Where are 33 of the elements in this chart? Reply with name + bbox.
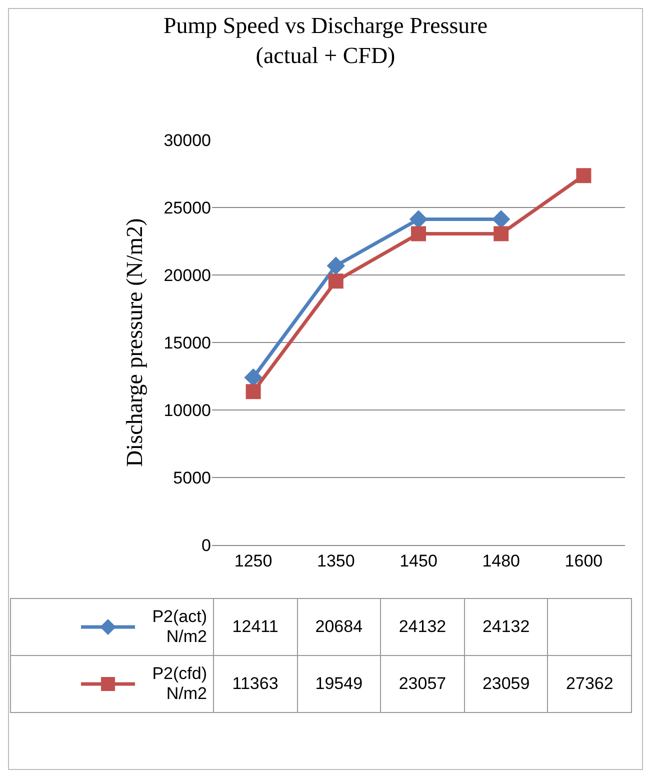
chart-title: Pump Speed vs Discharge Pressure (actual + CFD)	[163, 13, 488, 68]
point	[411, 226, 426, 242]
point	[492, 210, 510, 228]
y-tick-label: 30000	[164, 130, 211, 150]
data-label: 23059	[464, 656, 548, 712]
y-tick-label: 0	[202, 536, 211, 555]
data-label: 12411	[214, 598, 298, 656]
point	[328, 274, 344, 289]
x-tick-label: 1250	[234, 551, 272, 570]
point	[409, 210, 428, 228]
data-label: 20684	[297, 598, 381, 656]
x-tick-label: 1600	[564, 551, 603, 570]
point	[576, 168, 592, 184]
y-tick-label: 10000	[164, 400, 211, 420]
y-tick-label: 5000	[173, 468, 211, 488]
x-tick-label: 1350	[316, 551, 355, 570]
data-label: 19549	[297, 656, 381, 712]
y-tick-label: 20000	[164, 266, 211, 285]
y-tick-label: 15000	[164, 333, 211, 352]
x-tick-label: 1450	[400, 551, 438, 570]
y-tick-label: 25000	[164, 198, 211, 218]
data-label: 27362	[548, 656, 632, 712]
point	[326, 256, 345, 275]
point	[494, 226, 509, 242]
data-label: 24132	[380, 598, 464, 656]
point	[246, 384, 261, 400]
legend-label: P2(cfd) N/m2	[151, 664, 207, 704]
data-label: 23057	[380, 656, 464, 712]
data-label: 24132	[464, 598, 548, 656]
x-tick-label: 1480	[482, 551, 520, 570]
legend-label: P2(act) N/m2	[151, 607, 207, 647]
data-label: 11363	[214, 656, 298, 712]
y-axis-title: Discharge pressure (N/m2)	[122, 218, 148, 467]
